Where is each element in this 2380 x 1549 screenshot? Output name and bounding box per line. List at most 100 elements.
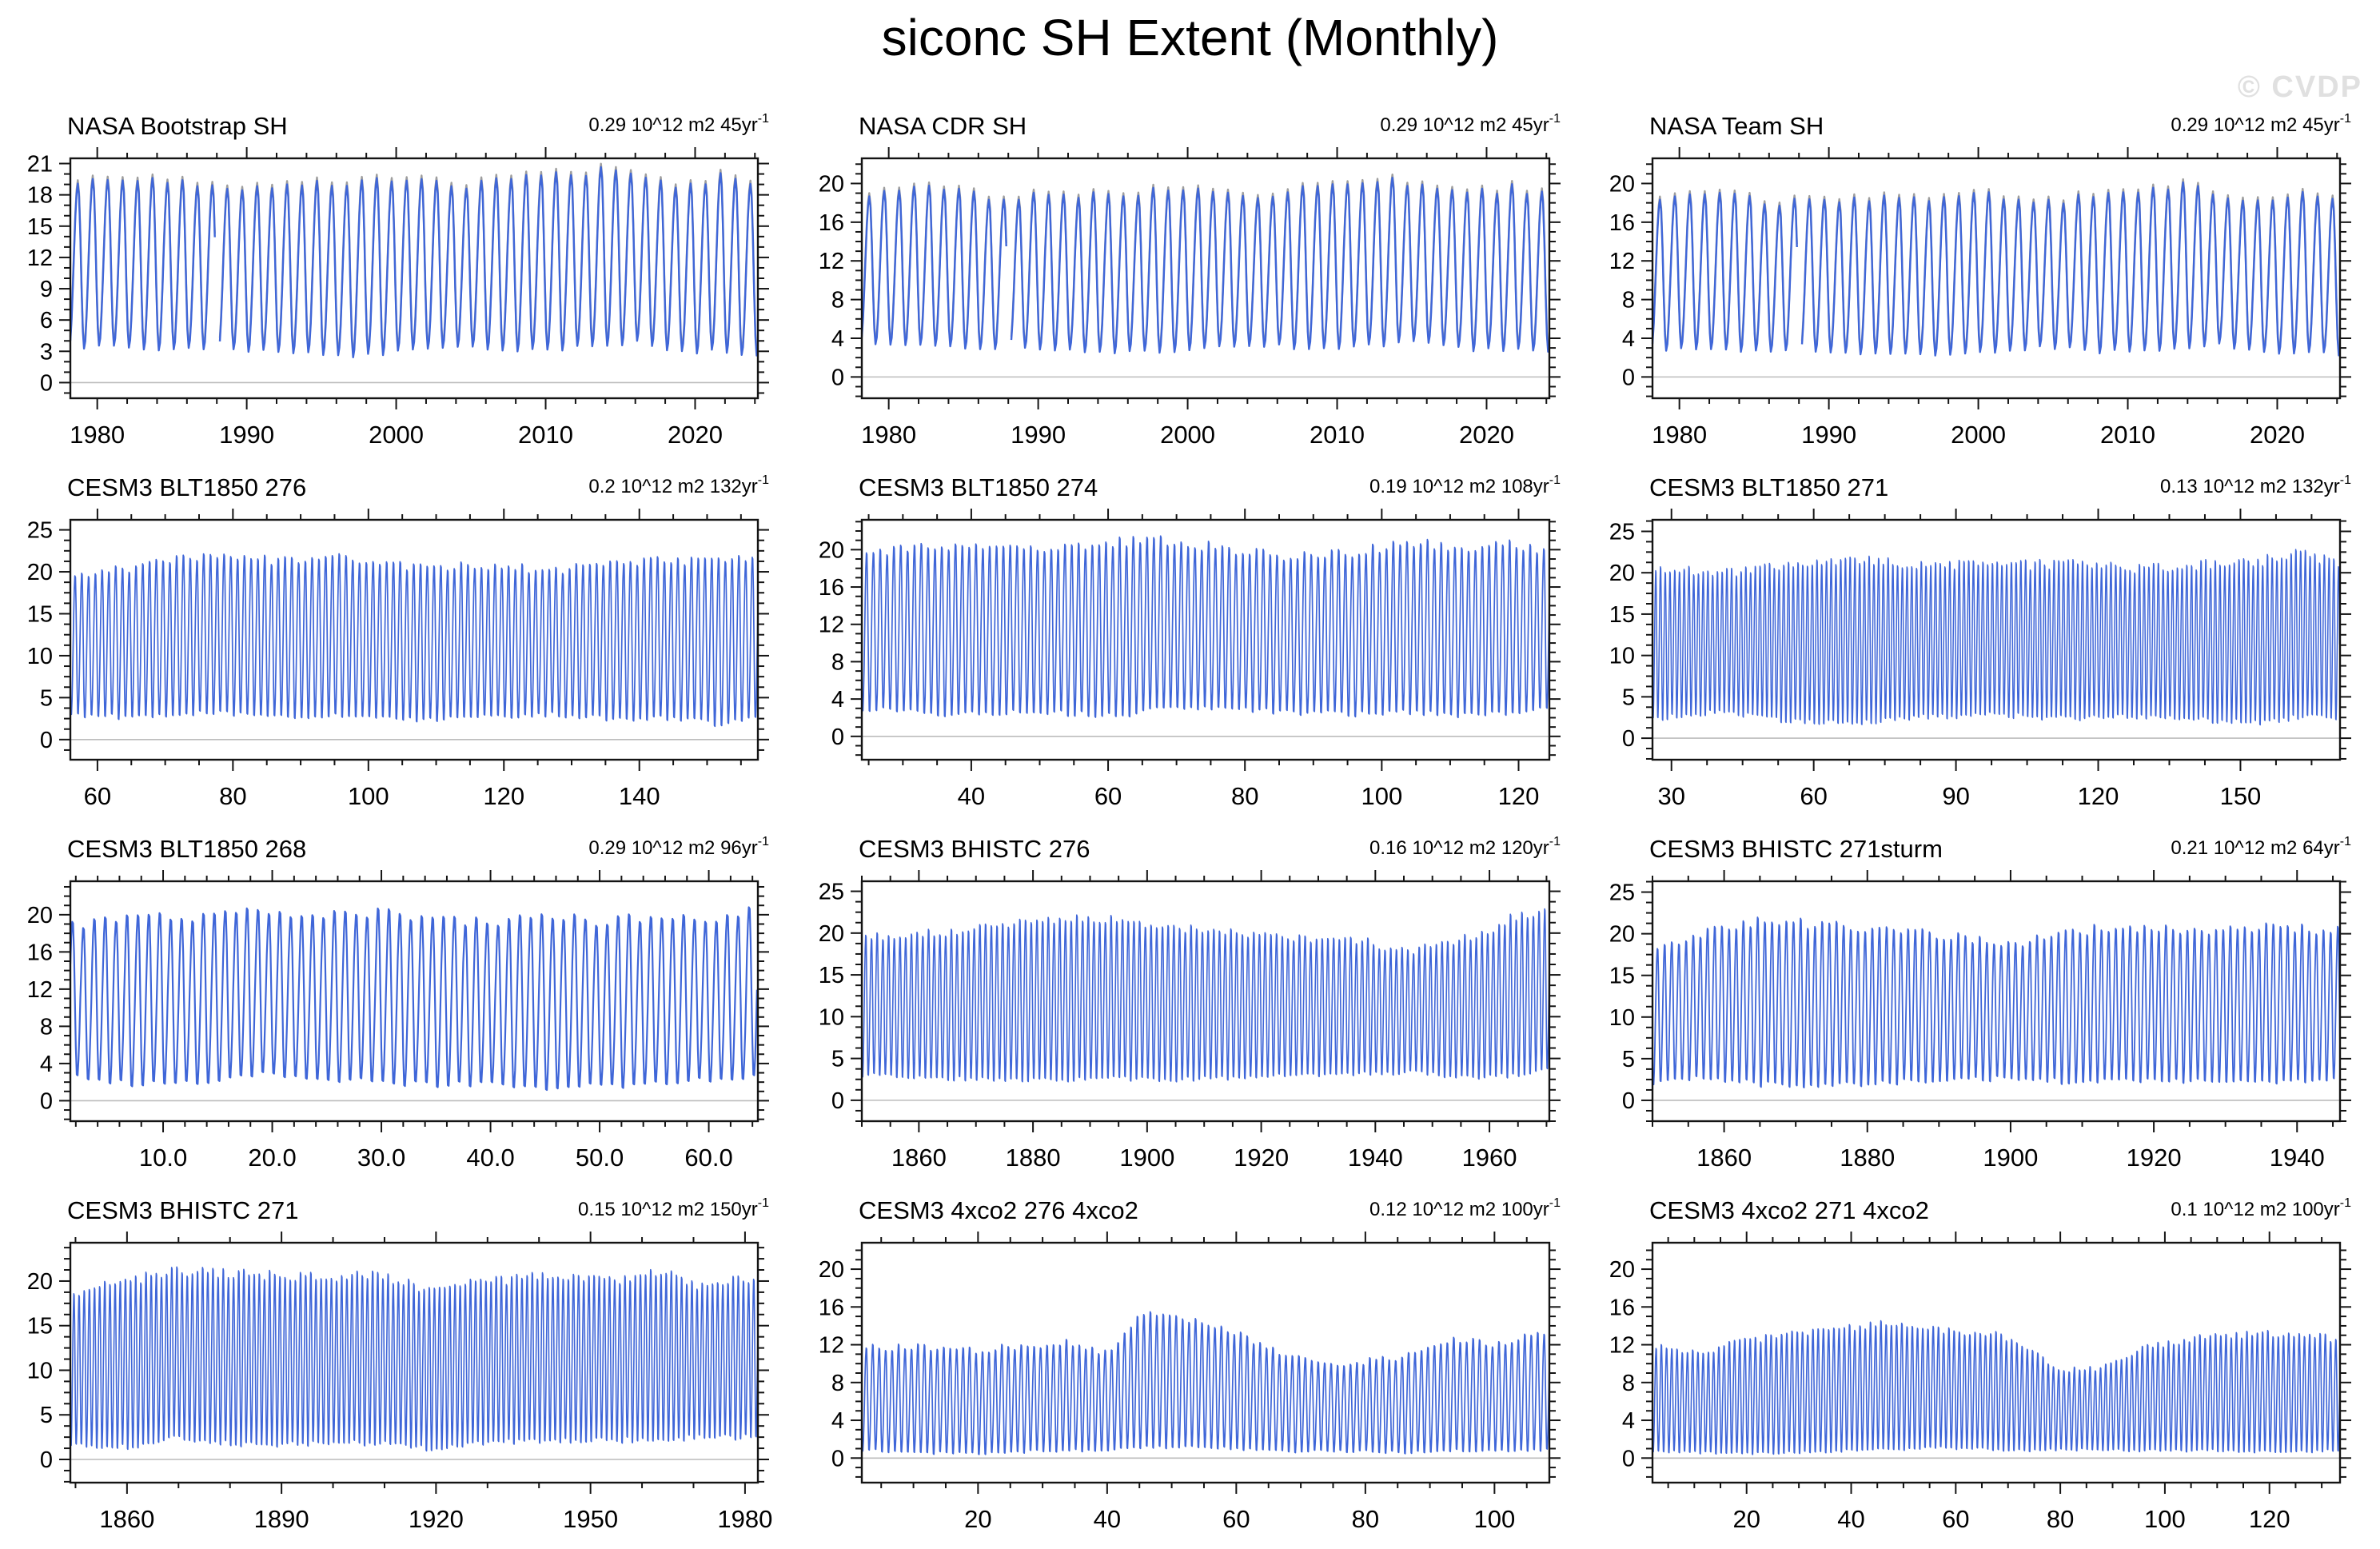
axis-ticks [850,1232,1561,1494]
y-tick-label: 20 [818,537,843,563]
panel-canvas: 0 4 8 12 16 20 1980 1990 2000 2010 2020 NASA Team S… [1609,112,2352,449]
y-tick-label: 9 [40,277,53,302]
x-tick-label: 60.0 [684,1144,732,1172]
y-tick-label: 4 [831,326,844,352]
x-tick-label: 2010 [1310,421,1365,449]
panel-trend-annotation: 0.15 10^12 m2 150yr-1 [578,1196,769,1220]
chart-panel: 0 4 8 12 16 20 1980 1990 2000 2010 2020 NASA Team S… [1585,101,2377,462]
x-tick-label: 1880 [1840,1144,1896,1172]
x-tick-label: 1990 [219,421,274,449]
panel-trend-annotation: 0.19 10^12 m2 108yr-1 [1369,473,1561,497]
x-tick-label: 1920 [2127,1144,2182,1172]
y-tick-label: 20 [1609,1257,1635,1283]
series-line [69,166,759,358]
y-tick-label: 12 [818,1333,843,1359]
y-tick-label: 3 [40,339,53,365]
x-tick-label: 30 [1658,782,1685,810]
x-tick-label: 90 [1943,782,1970,810]
x-tick-label: 120 [2249,1505,2290,1533]
y-tick-label: 10 [27,1358,53,1383]
y-tick-label: 16 [818,1295,843,1320]
series-line [1652,549,2341,726]
panels-grid: 0 3 6 9 12 15 18 21 1980 1990 2000 2010 2020 NASA Boo… [0,101,2380,1547]
y-tick-label: 20 [818,921,843,947]
y-tick-label: 0 [1622,365,1635,390]
series-line [70,553,759,728]
x-tick-label: 1860 [1696,1144,1752,1172]
y-tick-label: 0 [40,728,53,753]
series-line [1652,181,2342,357]
y-tick-label: 4 [831,1408,844,1434]
y-tick-label: 12 [818,613,843,638]
x-tick-label: 100 [1361,782,1402,810]
axis-ticks [850,870,1561,1132]
plot-frame [69,1241,759,1484]
x-tick-label: 20 [1733,1505,1760,1533]
y-tick-label: 20 [1609,171,1635,197]
axis-ticks [1641,147,2352,409]
x-tick-label: 1950 [563,1505,618,1533]
panel-title: CESM3 BLT1850 271 [1649,473,1888,501]
panel-title: NASA Bootstrap SH [67,112,288,140]
x-tick-label: 140 [619,782,660,810]
x-tick-label: 150 [2220,782,2262,810]
y-tick-label: 8 [1622,288,1635,313]
y-tick-label: 20 [818,1257,843,1283]
x-tick-label: 1890 [254,1505,309,1533]
y-tick-label: 20 [27,903,53,928]
x-tick-label: 2000 [369,421,424,449]
y-tick-label: 15 [27,1314,53,1339]
x-tick-label: 1980 [717,1505,772,1533]
axis-ticks [850,147,1561,409]
y-tick-label: 20 [818,171,843,197]
axis-ticks [59,1232,769,1494]
y-tick-label: 0 [40,370,53,396]
y-tick-label: 25 [27,518,53,544]
y-tick-label: 15 [27,214,53,240]
y-tick-label: 4 [1622,1408,1635,1434]
y-tick-label: 25 [1609,519,1635,545]
panel-trend-annotation: 0.29 10^12 m2 45yr-1 [1380,112,1561,136]
x-tick-label: 40 [1838,1505,1865,1533]
axis-ticks [1641,1232,2352,1494]
x-tick-label: 60 [1942,1505,1969,1533]
y-tick-label: 0 [831,725,844,750]
x-tick-label: 40 [1093,1505,1120,1533]
x-tick-label: 50.0 [576,1144,624,1172]
plot-frame [1652,1241,2342,1484]
y-tick-label: 10 [1609,1005,1635,1031]
y-tick-label: 4 [831,687,844,713]
y-tick-label: 0 [831,365,844,390]
x-tick-label: 60 [1800,782,1828,810]
x-tick-label: 2020 [2250,421,2305,449]
plot-frame [860,1241,1550,1484]
y-tick-label: 15 [1609,964,1635,989]
y-tick-label: 8 [40,1014,53,1040]
panel-canvas: 0 5 10 15 20 25 30 60 90 120 150 CESM3 BLT1850 271 0… [1609,473,2351,810]
chart-panel: 0 5 10 15 20 25 30 60 90 120 150 CESM3 BLT1850 271 0… [1585,462,2377,824]
x-tick-label: 1990 [1011,421,1066,449]
panel-trend-annotation: 0.12 10^12 m2 100yr-1 [1369,1196,1561,1220]
axis-ticks [1641,870,2352,1132]
panel-title: CESM3 BLT1850 274 [859,473,1098,501]
y-tick-label: 16 [1609,210,1635,236]
y-tick-label: 21 [27,152,53,178]
x-tick-label: 1940 [1347,1144,1402,1172]
panel-trend-annotation: 0.13 10^12 m2 132yr-1 [2160,473,2351,497]
y-tick-label: 10 [1609,644,1635,669]
y-tick-label: 20 [1609,561,1635,586]
y-tick-label: 8 [831,649,844,675]
y-tick-label: 20 [1609,922,1635,948]
x-tick-label: 2020 [668,421,723,449]
plot-frame [1652,518,2342,761]
y-tick-label: 25 [1609,880,1635,906]
y-tick-label: 12 [818,249,843,274]
x-tick-label: 80 [219,782,246,810]
y-tick-label: 16 [27,940,53,965]
x-tick-label: 2000 [1951,421,2006,449]
panel-trend-annotation: 0.16 10^12 m2 120yr-1 [1369,835,1561,859]
chart-panel: 0 4 8 12 16 20 20 40 60 80 100 CESM3 4xco2 276 4xco… [795,1185,1586,1547]
panel-title: CESM3 BHISTC 276 [859,835,1090,863]
series-line [860,535,1550,719]
panel-trend-annotation: 0.21 10^12 m2 64yr-1 [2171,835,2352,859]
